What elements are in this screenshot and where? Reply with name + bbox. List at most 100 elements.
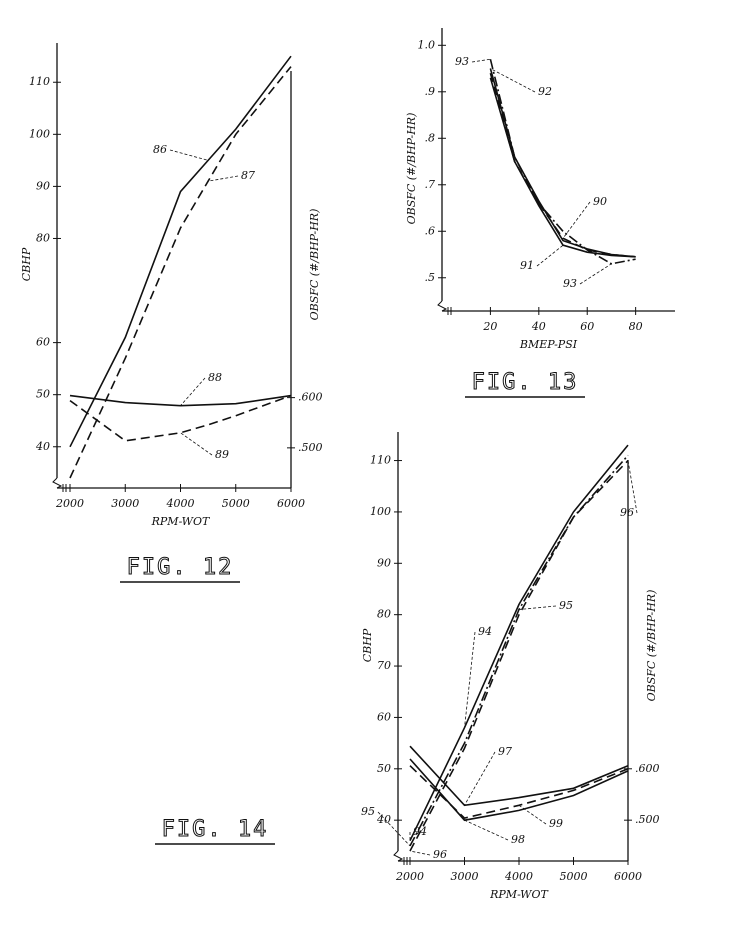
axis-break: [437, 300, 452, 315]
leader-line: [377, 811, 411, 847]
axis-break: [393, 850, 408, 865]
x-tick-label: 4000: [166, 497, 195, 510]
series-label: 94: [413, 825, 427, 838]
y-axis-title: CBHP: [20, 247, 33, 281]
series-label: 89: [215, 448, 229, 461]
series-label: 95: [361, 805, 375, 818]
series-label: 95: [559, 599, 573, 612]
x-tick-label: 6000: [277, 497, 305, 510]
figure-label: FIG. 12: [127, 555, 234, 580]
series-label: 86: [153, 143, 167, 156]
y-tick-label: 100: [29, 127, 50, 140]
leader-line: [464, 751, 496, 806]
x-tick-label: 2000: [55, 497, 84, 510]
leader-line: [562, 201, 591, 239]
series-label: 87: [241, 169, 255, 182]
series-line: [69, 66, 292, 479]
y2-axis-title: OBSFC (#/BHP-HR): [308, 209, 321, 321]
x-tick-label: 40: [531, 320, 546, 333]
series-label: 99: [549, 817, 563, 830]
y-tick-label: 50: [36, 388, 50, 401]
series-line: [69, 394, 292, 407]
leader-line: [464, 631, 476, 728]
y2-tick-label: .500: [298, 441, 323, 454]
y-tick-label: 50: [377, 762, 391, 775]
series-label: 94: [478, 625, 492, 638]
leader-line: [490, 68, 536, 93]
y2-tick-label: .500: [635, 813, 660, 826]
y-tick-label: .6: [425, 224, 436, 237]
series-line: [69, 55, 292, 448]
series-line: [409, 460, 629, 852]
leader-line: [471, 58, 491, 63]
y-axis-title: OBSFC (#/BHP-HR): [405, 113, 418, 225]
series-line: [69, 394, 292, 442]
x-tick-label: 60: [580, 320, 594, 333]
y-tick-label: 40: [35, 440, 50, 453]
y-tick-label: 1.0: [418, 38, 436, 51]
x-tick-label: 5000: [560, 870, 588, 883]
y-axis-title: CBHP: [361, 628, 374, 662]
axis-break: [52, 477, 67, 492]
leader-line: [208, 175, 239, 182]
series-line: [489, 77, 636, 258]
series-label: 96: [433, 848, 447, 861]
leader-line: [180, 377, 206, 406]
y-tick-label: 40: [376, 813, 391, 826]
y-tick-label: 110: [370, 454, 391, 467]
x-axis-title: RPM-WOT: [489, 888, 549, 901]
x-tick-label: 80: [629, 320, 643, 333]
y-tick-label: 90: [377, 556, 391, 569]
y-tick-label: .9: [425, 85, 436, 98]
x-tick-label: 5000: [222, 497, 250, 510]
series-line: [489, 72, 636, 258]
y-tick-label: 90: [36, 179, 50, 192]
y-tick-label: 70: [377, 659, 391, 672]
leader-line: [536, 244, 564, 267]
y-tick-label: 80: [36, 231, 50, 244]
series-label: 96: [620, 506, 634, 519]
y-tick-label: .5: [425, 271, 436, 284]
y-tick-label: 110: [29, 75, 50, 88]
figure-label: FIG. 14: [162, 817, 269, 842]
series-label: 97: [498, 745, 512, 758]
series-line: [409, 444, 629, 842]
leader-line: [409, 850, 431, 856]
x-tick-label: 3000: [451, 870, 479, 883]
y-tick-label: 100: [370, 505, 391, 518]
x-tick-label: 20: [482, 320, 497, 333]
figure-label: FIG. 13: [472, 370, 579, 395]
leader-line: [518, 804, 547, 825]
series-label: 98: [511, 833, 525, 846]
y-tick-label: 60: [36, 336, 50, 349]
series-line: [409, 454, 629, 847]
x-tick-label: 6000: [614, 870, 642, 883]
series-label: 92: [538, 85, 552, 98]
leader-line: [627, 460, 638, 514]
y-tick-label: .8: [425, 131, 436, 144]
y-tick-label: 60: [377, 710, 391, 723]
leader-line: [579, 263, 612, 285]
leader-line: [180, 432, 213, 456]
leader-line: [169, 149, 209, 161]
x-tick-label: 2000: [395, 870, 424, 883]
series-label: 93: [563, 277, 577, 290]
y2-tick-label: .600: [298, 391, 323, 404]
x-tick-label: 4000: [504, 870, 533, 883]
series-line: [489, 59, 636, 265]
y2-axis-title: OBSFC (#/BHP-HR): [645, 590, 658, 702]
y-tick-label: .7: [425, 178, 436, 191]
series-label: 91: [520, 259, 534, 272]
leader-line: [464, 819, 509, 841]
x-tick-label: 3000: [111, 497, 139, 510]
x-axis-title: BMEP-PSI: [519, 338, 578, 351]
y-tick-label: 80: [377, 608, 391, 621]
series-line: [409, 758, 629, 822]
series-label: 93: [455, 55, 469, 68]
series-line: [489, 68, 636, 258]
series-label: 88: [208, 371, 222, 384]
y2-tick-label: .600: [635, 762, 660, 775]
leader-line: [518, 605, 557, 610]
series-label: 90: [593, 195, 607, 208]
